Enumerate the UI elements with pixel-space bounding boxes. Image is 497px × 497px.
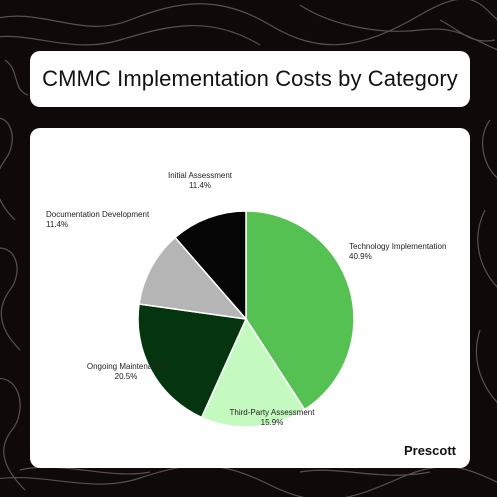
slice-percent-third-party-assessment: 15.9% <box>261 418 284 427</box>
title-card: CMMC Implementation Costs by Category <box>30 51 470 107</box>
slice-label-ongoing-maintenance: Ongoing Maintenance <box>87 362 166 371</box>
chart-title: CMMC Implementation Costs by Category <box>42 66 458 91</box>
pie-slice-third-party-assessment <box>200 317 306 428</box>
brand-logo: Prescott <box>403 443 456 458</box>
slice-label-technology-implementation: Technology Implementation <box>349 242 446 251</box>
chart-card: Technology Implementation 40.9% Third-Part… <box>30 128 470 468</box>
slice-label-initial-assessment: Initial Assessment <box>168 171 233 180</box>
slice-percent-initial-assessment: 11.4% <box>189 181 211 190</box>
slice-percent-documentation-development: 11.4% <box>46 220 68 229</box>
slice-percent-ongoing-maintenance: 20.5% <box>115 372 138 381</box>
pie-slice-initial-assessment <box>174 210 247 322</box>
pie-slice-documentation-development <box>138 236 248 321</box>
pie-slice-ongoing-maintenance <box>137 303 248 419</box>
slice-label-documentation-development: Documentation Development <box>46 210 150 219</box>
slice-label-third-party-assessment: Third-Party Assessment <box>230 408 316 417</box>
slice-percent-technology-implementation: 40.9% <box>349 252 372 261</box>
